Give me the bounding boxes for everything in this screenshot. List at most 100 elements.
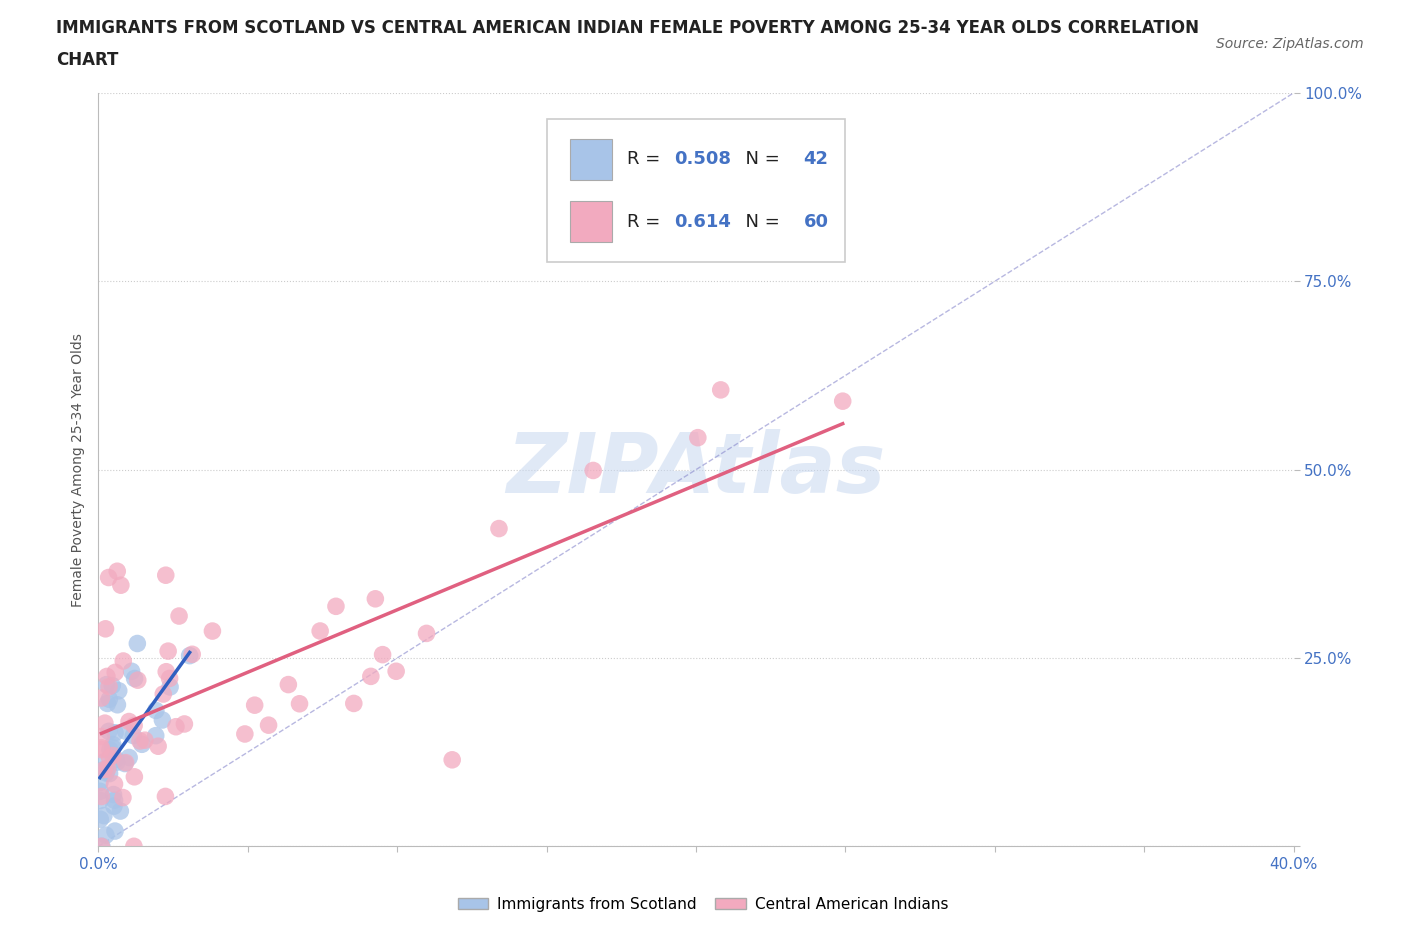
Point <box>122 728 145 743</box>
Y-axis label: Female Poverty Among 25-34 Year Olds: Female Poverty Among 25-34 Year Olds <box>70 333 84 606</box>
Point <box>101 748 124 763</box>
Point <box>173 716 195 731</box>
Point <box>96 677 118 692</box>
Point <box>96 696 118 711</box>
Point <box>152 712 174 727</box>
Point <box>385 664 408 679</box>
Point <box>90 839 112 854</box>
Point <box>288 697 311 711</box>
Point <box>90 691 112 706</box>
Point <box>89 812 111 827</box>
Point <box>97 762 120 777</box>
Point <box>127 672 149 687</box>
Text: Source: ZipAtlas.com: Source: ZipAtlas.com <box>1216 37 1364 51</box>
Point <box>364 591 387 606</box>
Point <box>181 647 204 662</box>
Point <box>343 696 366 711</box>
Point <box>104 725 127 740</box>
Text: 0.508: 0.508 <box>675 151 731 168</box>
Point <box>145 728 167 743</box>
Point <box>134 733 156 748</box>
Point <box>325 599 347 614</box>
Point <box>107 698 129 712</box>
Point <box>710 382 733 397</box>
Point <box>124 769 146 784</box>
Point <box>118 714 141 729</box>
Point <box>121 664 143 679</box>
Text: CHART: CHART <box>56 51 118 69</box>
Point <box>233 726 256 741</box>
Text: ZIPAtlas: ZIPAtlas <box>506 429 886 511</box>
Point <box>159 680 181 695</box>
Point <box>101 678 124 693</box>
Point <box>107 684 129 698</box>
Point <box>104 824 127 839</box>
Point <box>98 692 121 707</box>
Point <box>114 756 136 771</box>
Point <box>167 608 190 623</box>
Text: R =: R = <box>627 151 665 168</box>
Point <box>94 621 117 636</box>
Point <box>277 677 299 692</box>
Point <box>96 669 118 684</box>
Point <box>111 790 134 805</box>
Point <box>90 839 112 854</box>
Point <box>243 698 266 712</box>
Point <box>131 737 153 751</box>
Point <box>155 664 177 679</box>
Point <box>101 737 124 752</box>
Point <box>124 671 146 686</box>
Point <box>110 804 132 818</box>
Point <box>103 777 125 791</box>
Point <box>93 754 115 769</box>
Point <box>89 793 111 808</box>
Point <box>488 521 510 536</box>
Point <box>105 564 128 578</box>
Point <box>90 742 112 757</box>
Point <box>371 647 394 662</box>
Point <box>118 751 141 765</box>
Text: R =: R = <box>627 213 665 231</box>
Point <box>103 787 125 802</box>
Point <box>89 784 111 799</box>
Point <box>165 719 187 734</box>
Point <box>104 665 127 680</box>
Point <box>309 623 332 638</box>
Point <box>441 752 464 767</box>
Point <box>89 775 111 790</box>
Point <box>155 568 177 583</box>
Point <box>94 765 117 780</box>
Point <box>103 792 125 807</box>
Point <box>98 766 121 781</box>
FancyBboxPatch shape <box>547 119 845 262</box>
Text: 42: 42 <box>804 151 828 168</box>
Point <box>98 751 121 765</box>
Point <box>582 463 605 478</box>
Point <box>110 578 132 592</box>
Point <box>122 839 145 854</box>
FancyBboxPatch shape <box>571 139 613 180</box>
Point <box>257 718 280 733</box>
Point <box>129 734 152 749</box>
Point <box>101 740 124 755</box>
Point <box>90 740 112 755</box>
Text: N =: N = <box>734 151 786 168</box>
Point <box>112 654 135 669</box>
Point <box>94 716 117 731</box>
Point <box>157 644 180 658</box>
Point <box>201 624 224 639</box>
Point <box>97 724 120 738</box>
Legend: Immigrants from Scotland, Central American Indians: Immigrants from Scotland, Central Americ… <box>451 891 955 918</box>
Point <box>94 828 117 843</box>
Point <box>831 393 853 408</box>
Text: IMMIGRANTS FROM SCOTLAND VS CENTRAL AMERICAN INDIAN FEMALE POVERTY AMONG 25-34 Y: IMMIGRANTS FROM SCOTLAND VS CENTRAL AMER… <box>56 19 1199 36</box>
Point <box>360 669 382 684</box>
Point <box>93 808 115 823</box>
Point <box>103 799 125 814</box>
Point <box>686 431 709 445</box>
Point <box>90 729 112 744</box>
Text: 0.614: 0.614 <box>675 213 731 231</box>
Point <box>105 752 128 767</box>
Point <box>145 703 167 718</box>
Text: 60: 60 <box>804 213 828 231</box>
